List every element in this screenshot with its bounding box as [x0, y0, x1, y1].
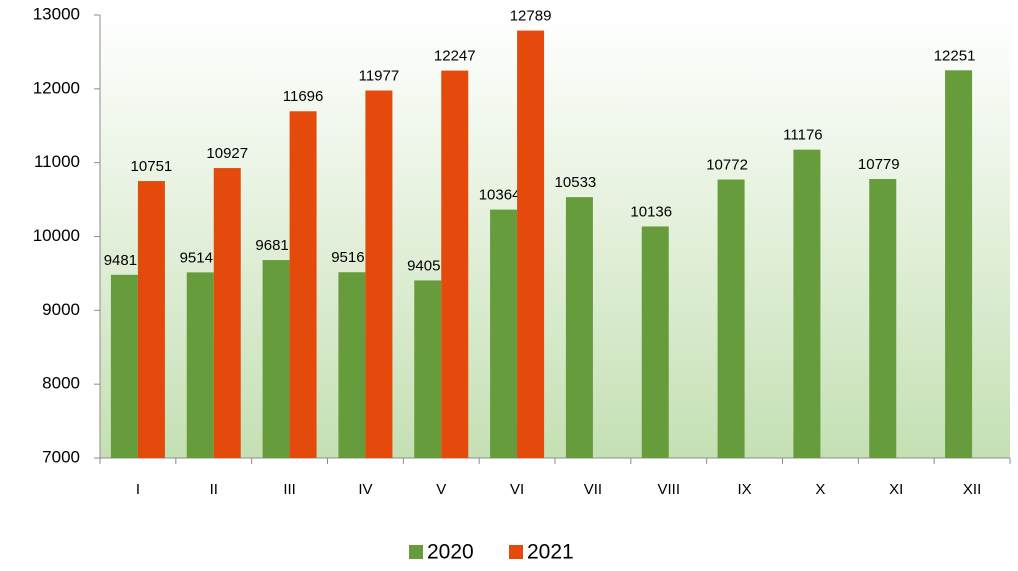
x-tick-label: VIII: [657, 481, 680, 498]
data-label: 11977: [359, 68, 400, 85]
x-tick-label: VII: [584, 481, 602, 498]
data-label: 9681: [255, 237, 288, 254]
data-label: 10364: [479, 187, 521, 204]
x-tick-label: II: [210, 481, 218, 498]
data-label: 10751: [131, 158, 173, 175]
legend-label: 2020: [427, 541, 474, 564]
bar: [137, 181, 165, 459]
bar: [869, 178, 897, 458]
x-tick-label: X: [815, 481, 825, 498]
bar: [793, 149, 821, 458]
data-label: 12247: [434, 48, 476, 65]
bar: [110, 274, 138, 458]
data-label: 10779: [858, 156, 900, 173]
legend-swatch: [509, 545, 523, 559]
data-label: 11696: [283, 88, 324, 105]
bar: [338, 272, 366, 458]
y-tick-label: 8000: [42, 374, 80, 393]
x-tick-label: IX: [737, 481, 751, 498]
bar: [441, 70, 469, 458]
bar: [289, 111, 317, 459]
data-label: 10927: [206, 145, 248, 162]
plot-background: [100, 15, 1010, 458]
legend-label: 2021: [527, 541, 574, 564]
bar: [365, 90, 393, 459]
data-label: 9405: [407, 257, 440, 274]
y-tick-label: 11000: [34, 152, 80, 171]
x-tick-label: VI: [510, 481, 524, 498]
data-label: 10533: [555, 174, 597, 191]
x-tick-label: XI: [889, 481, 903, 498]
bar: [517, 30, 545, 459]
bar: [414, 280, 442, 458]
y-tick-label: 9000: [42, 300, 80, 319]
y-tick-label: 10000: [33, 226, 80, 245]
x-tick-label: IV: [358, 481, 372, 498]
data-label: 9481: [104, 252, 137, 269]
y-tick-label: 13000: [33, 4, 80, 23]
y-tick-label: 7000: [42, 447, 80, 466]
y-tick-label: 12000: [33, 78, 80, 97]
x-tick-label: III: [283, 481, 296, 498]
bar: [717, 179, 745, 458]
x-tick-label: I: [136, 481, 140, 498]
bar: [641, 226, 669, 458]
data-label: 10136: [630, 203, 672, 220]
x-tick-label: XII: [963, 481, 981, 498]
data-label: 10772: [706, 156, 748, 173]
bar: [262, 260, 290, 458]
legend-swatch: [409, 545, 423, 559]
bar: [945, 70, 973, 458]
bar: [565, 197, 593, 458]
data-label: 9514: [180, 249, 213, 266]
data-label: 12789: [510, 8, 552, 25]
bar: [213, 168, 241, 458]
data-label: 12251: [934, 47, 976, 64]
data-label: 9516: [331, 249, 364, 266]
bar: [186, 272, 214, 458]
bar: [490, 209, 518, 458]
data-label: 11176: [783, 127, 823, 144]
x-tick-label: V: [436, 481, 446, 498]
